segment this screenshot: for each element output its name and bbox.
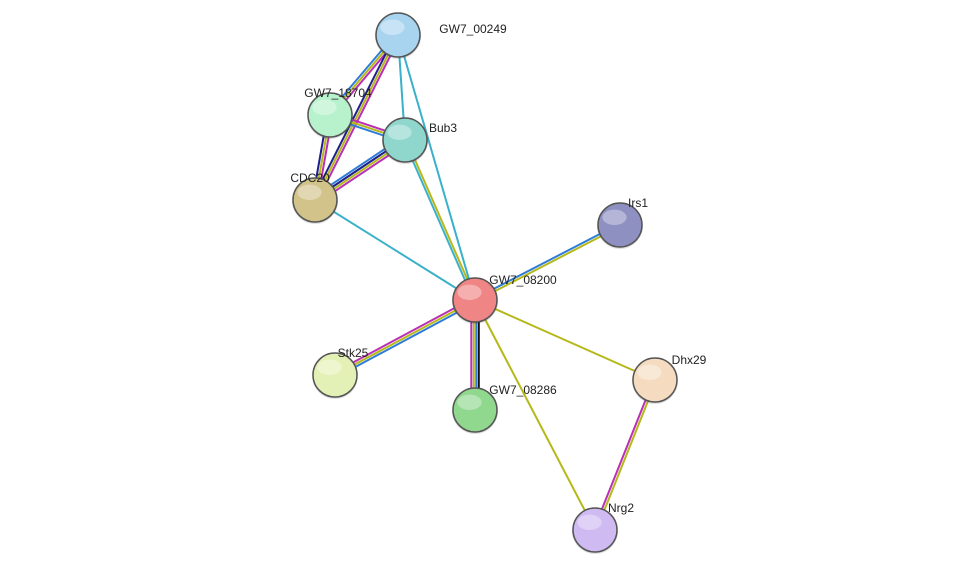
node-GW7_08286[interactable] [453, 388, 497, 432]
network-diagram: GW7_00249GW7_18704Bub3CDC20Irs1GW7_08200… [0, 0, 975, 576]
node-Stk25[interactable] [313, 353, 357, 397]
node-GW7_18704[interactable] [308, 93, 352, 137]
edge-Stk25-GW7_08200[interactable] [334, 298, 474, 373]
node-Dhx29[interactable] [633, 358, 677, 402]
edge-Nrg2-Dhx29[interactable] [594, 380, 654, 530]
edge-Bub3-GW7_08200[interactable] [406, 140, 476, 300]
edge-Nrg2-Dhx29[interactable] [596, 381, 656, 531]
node-CDC20[interactable] [293, 178, 337, 222]
node-GW7_00249[interactable] [376, 13, 420, 57]
node-Irs1[interactable] [598, 203, 642, 247]
graph-svg [0, 0, 975, 576]
edge-Irs1-GW7_08200[interactable] [474, 224, 619, 299]
edge-Dhx29-GW7_08200[interactable] [475, 300, 655, 380]
node-GW7_08200[interactable] [453, 278, 497, 322]
edge-Stk25-GW7_08200[interactable] [335, 300, 475, 375]
node-Nrg2[interactable] [573, 508, 617, 552]
node-Bub3[interactable] [383, 118, 427, 162]
edge-Irs1-GW7_08200[interactable] [476, 226, 621, 301]
edge-Stk25-GW7_08200[interactable] [336, 302, 476, 377]
